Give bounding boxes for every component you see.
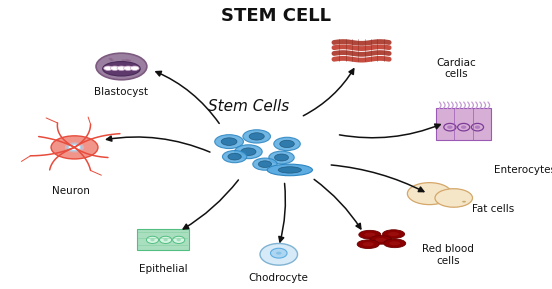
Ellipse shape — [51, 136, 98, 159]
Ellipse shape — [249, 133, 264, 140]
Ellipse shape — [471, 123, 484, 131]
Ellipse shape — [274, 154, 289, 161]
Ellipse shape — [280, 140, 294, 148]
Text: Epithelial: Epithelial — [139, 264, 187, 275]
Text: STEM CELL: STEM CELL — [221, 7, 331, 25]
Ellipse shape — [104, 66, 113, 70]
Ellipse shape — [173, 236, 185, 243]
Ellipse shape — [364, 233, 375, 237]
Ellipse shape — [96, 53, 147, 80]
Ellipse shape — [276, 252, 282, 255]
Text: Neuron: Neuron — [52, 186, 91, 197]
Ellipse shape — [68, 144, 81, 151]
Ellipse shape — [125, 64, 129, 66]
Ellipse shape — [269, 151, 294, 164]
FancyBboxPatch shape — [436, 108, 491, 140]
Ellipse shape — [253, 158, 277, 170]
Ellipse shape — [270, 248, 287, 258]
Ellipse shape — [128, 60, 131, 62]
Ellipse shape — [117, 73, 121, 75]
Ellipse shape — [119, 63, 123, 65]
Text: Fat cells: Fat cells — [472, 204, 514, 214]
Ellipse shape — [274, 137, 300, 151]
Ellipse shape — [146, 236, 158, 243]
Ellipse shape — [130, 66, 139, 70]
Ellipse shape — [110, 59, 114, 61]
Ellipse shape — [407, 183, 452, 205]
Ellipse shape — [116, 70, 120, 72]
Ellipse shape — [135, 70, 139, 72]
Ellipse shape — [163, 238, 168, 241]
Ellipse shape — [130, 66, 134, 68]
Text: Red blood
cells: Red blood cells — [422, 244, 474, 266]
Ellipse shape — [370, 236, 392, 244]
Ellipse shape — [110, 66, 119, 70]
Ellipse shape — [221, 138, 237, 145]
Text: Blastocyst: Blastocyst — [94, 87, 148, 97]
Ellipse shape — [389, 241, 400, 245]
Ellipse shape — [267, 164, 312, 176]
Ellipse shape — [124, 66, 132, 70]
Ellipse shape — [160, 236, 172, 243]
Ellipse shape — [383, 230, 405, 238]
Ellipse shape — [150, 238, 155, 241]
Ellipse shape — [447, 125, 453, 129]
Ellipse shape — [121, 59, 125, 61]
Ellipse shape — [359, 230, 381, 239]
Ellipse shape — [475, 125, 480, 129]
Ellipse shape — [461, 125, 466, 129]
Ellipse shape — [258, 161, 272, 168]
Ellipse shape — [260, 243, 298, 265]
Text: Chodrocyte: Chodrocyte — [249, 273, 309, 283]
Ellipse shape — [132, 64, 136, 66]
Ellipse shape — [130, 65, 134, 67]
Ellipse shape — [439, 197, 444, 199]
Ellipse shape — [215, 135, 243, 149]
Ellipse shape — [444, 123, 456, 131]
Ellipse shape — [375, 238, 386, 242]
Text: Cardiac
cells: Cardiac cells — [436, 58, 476, 79]
Ellipse shape — [235, 145, 262, 159]
Ellipse shape — [65, 142, 84, 153]
Ellipse shape — [435, 189, 473, 207]
Ellipse shape — [222, 151, 247, 163]
Ellipse shape — [124, 70, 128, 72]
Ellipse shape — [462, 201, 466, 203]
Ellipse shape — [177, 238, 181, 241]
Ellipse shape — [278, 167, 301, 173]
Ellipse shape — [243, 130, 270, 143]
Ellipse shape — [113, 73, 116, 75]
Text: Stem Cells: Stem Cells — [208, 99, 289, 114]
Ellipse shape — [125, 59, 129, 61]
Ellipse shape — [388, 232, 399, 236]
Ellipse shape — [357, 240, 379, 249]
Ellipse shape — [458, 123, 470, 131]
Ellipse shape — [108, 58, 112, 60]
Ellipse shape — [228, 153, 241, 160]
Text: Enterocytes: Enterocytes — [494, 165, 552, 175]
Ellipse shape — [117, 66, 126, 70]
Ellipse shape — [104, 71, 108, 73]
Ellipse shape — [111, 71, 115, 73]
Ellipse shape — [132, 64, 136, 66]
Ellipse shape — [363, 242, 374, 246]
Ellipse shape — [103, 62, 140, 76]
Ellipse shape — [241, 148, 256, 155]
Ellipse shape — [384, 239, 406, 248]
FancyBboxPatch shape — [137, 229, 189, 250]
Ellipse shape — [112, 72, 115, 74]
